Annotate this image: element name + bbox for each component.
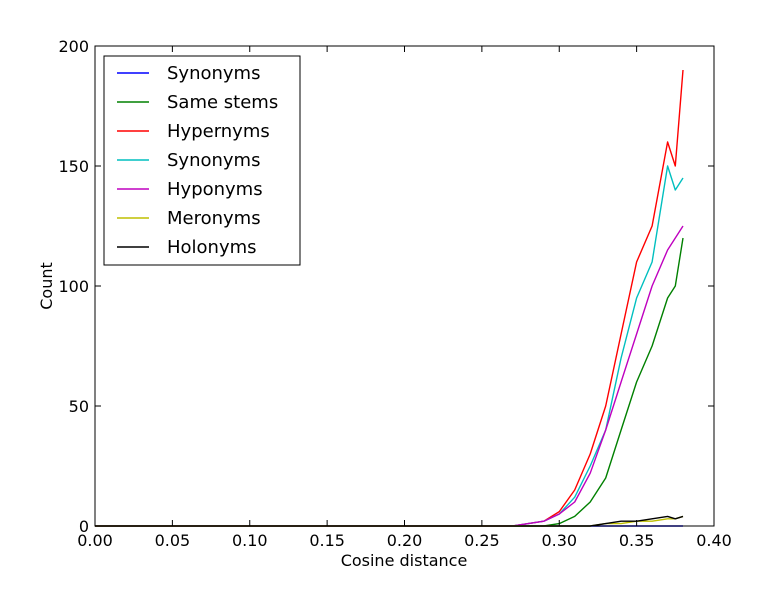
x-tick-label: 0.05 bbox=[155, 531, 191, 550]
legend: Synonyms Same stems Hypernyms Synonyms Hypon… bbox=[103, 55, 301, 266]
y-tick-label: 100 bbox=[58, 277, 89, 296]
y-tick-label: 0 bbox=[79, 517, 89, 536]
x-tick-label: 0.25 bbox=[464, 531, 500, 550]
legend-label-4: Hyponyms bbox=[167, 179, 263, 200]
legend-label-2: Hypernyms bbox=[167, 121, 270, 142]
y-tick-label: 150 bbox=[58, 157, 89, 176]
series-line-4 bbox=[95, 225, 684, 527]
legend-label-3: Synonyms bbox=[167, 150, 260, 171]
x-axis-label: Cosine distance bbox=[341, 551, 468, 570]
x-tick-label: 0.35 bbox=[619, 531, 655, 550]
y-tick-label: 50 bbox=[69, 397, 89, 416]
legend-label-0: Synonyms bbox=[167, 63, 260, 84]
legend-label-5: Meronyms bbox=[167, 208, 261, 229]
x-tick-label: 0.30 bbox=[541, 531, 577, 550]
x-tick-label: 0.40 bbox=[696, 531, 732, 550]
x-tick-label: 0.15 bbox=[309, 531, 345, 550]
x-axis: 0.00 0.05 0.10 0.15 0.20 0.25 0.30 0.35 0.40 bbox=[77, 46, 732, 550]
y-axis: 0 50 100 150 200 bbox=[58, 37, 714, 536]
x-tick-label: 0.00 bbox=[77, 531, 113, 550]
legend-label-1: Same stems bbox=[167, 92, 278, 113]
x-tick-label: 0.10 bbox=[232, 531, 268, 550]
y-axis-label: Count bbox=[37, 262, 56, 310]
y-tick-label: 200 bbox=[58, 37, 89, 56]
x-tick-label: 0.20 bbox=[387, 531, 423, 550]
legend-label-6: Holonyms bbox=[167, 237, 257, 258]
